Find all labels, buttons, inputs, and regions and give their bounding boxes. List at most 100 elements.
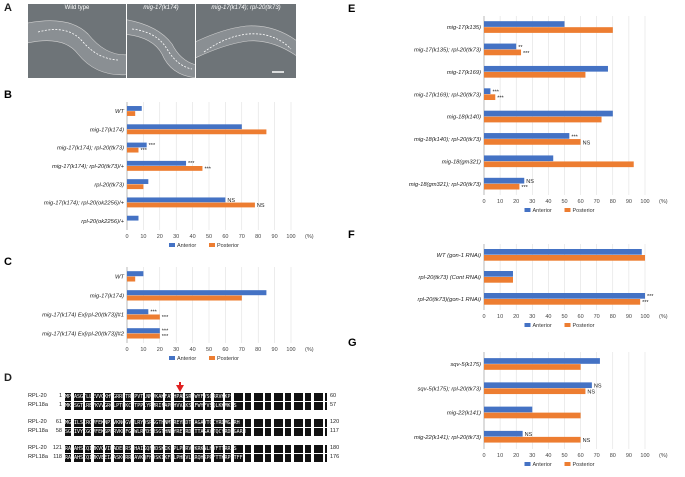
x-unit-label: (%): [659, 199, 668, 205]
legend-swatch: [564, 323, 571, 327]
bar-posterior: [127, 166, 203, 171]
x-unit-label: (%): [659, 314, 668, 320]
bar-posterior: [484, 277, 513, 283]
significance-label: NS: [257, 203, 265, 209]
legend-label: Anterior: [177, 243, 196, 249]
alignment-start: 118: [53, 454, 62, 460]
category-label: mig-18(k140): [447, 115, 481, 121]
significance-label: ***: [162, 315, 169, 321]
bar-anterior: [127, 124, 242, 130]
alignment-name: RPL-20: [28, 393, 47, 399]
alignment-name: RPL18a: [28, 454, 48, 460]
x-tick-label: 50: [206, 347, 212, 353]
alignment-row: RPL18a 1 MKASGTLREYKVVGRCLPTPKCHTPPLYRMRIF…: [28, 402, 348, 411]
significance-label: NS: [525, 432, 533, 438]
alignment-end: 117: [330, 428, 339, 434]
significance-label: ***: [642, 300, 649, 306]
significance-label: ***: [521, 185, 528, 191]
x-tick-label: 100: [640, 199, 649, 205]
bar-anterior: [484, 358, 600, 364]
chart-panel-c: C 0 10 20 30 40 50 60 70 80 90 100 (%) WT mig-17(k174)…: [4, 256, 314, 362]
category-label: WT (gon-1 RNAi): [437, 253, 482, 259]
legend-label: Posterior: [573, 323, 595, 329]
x-tick-label: 90: [272, 347, 278, 353]
sequence-alignment: RPL-20 1 MPKASGTLLEVVGKHVGRRPTRLPVTLNMVKAK…: [28, 393, 348, 473]
bar-anterior: [484, 155, 554, 162]
significance-label: NS: [227, 198, 235, 204]
legend-label: Anterior: [533, 323, 552, 329]
bar-anterior: [484, 249, 642, 255]
significance-label: ***: [523, 51, 530, 57]
alignment-name: RPL-20: [28, 419, 47, 425]
category-label: WT: [115, 275, 124, 281]
bar-anterior: [484, 65, 608, 72]
x-tick-label: 20: [157, 234, 163, 240]
bar-anterior: [127, 142, 147, 148]
alignment-end: 176: [330, 454, 340, 460]
bar-posterior: [484, 364, 581, 370]
bar-posterior: [127, 333, 160, 339]
x-tick-label: 40: [545, 453, 551, 459]
alignment-name: RPL18a: [28, 402, 48, 408]
x-tick-label: 100: [286, 234, 295, 240]
category-label: mig-17(k174); rpl-20(ok2256)/+: [44, 201, 125, 207]
bar-anterior: [127, 106, 142, 111]
bar-posterior: [484, 183, 520, 190]
category-label: mig-17(k174) Ex[rpl-20(tk73)]#2: [42, 332, 125, 338]
x-tick-label: 60: [578, 453, 584, 459]
x-tick-label: 90: [626, 453, 632, 459]
x-tick-label: 100: [640, 453, 649, 459]
x-tick-label: 70: [594, 199, 600, 205]
legend-swatch: [209, 356, 215, 360]
micrograph-caption: Wild type: [64, 5, 90, 11]
x-tick-label: 70: [594, 314, 600, 320]
x-tick-label: 50: [561, 199, 567, 205]
x-tick-label: 90: [626, 199, 632, 205]
alignment-name: RPL-20: [28, 445, 47, 451]
micrograph-mig17: mig-17(k174): [127, 4, 195, 78]
category-label: mig-17(k174) Ex[rpl-20(tk73)]#1: [42, 313, 124, 319]
legend-label: Anterior: [533, 462, 552, 468]
x-tick-label: 30: [529, 199, 535, 205]
x-tick-label: 40: [190, 347, 196, 353]
legend-swatch: [524, 462, 531, 466]
bar-posterior: [127, 147, 139, 153]
chart-panel-b: B 0 10 20 30 40 50 60 70 80 90 100 (%) WT mig-17(k174)…: [4, 89, 314, 249]
x-tick-label: 70: [239, 234, 245, 240]
legend-swatch: [524, 208, 531, 212]
micrograph-caption: mig-17(k174); rpl-20(tk73): [211, 5, 281, 11]
bar-posterior: [484, 161, 634, 168]
worm-gonad-illustration: [127, 19, 195, 78]
category-label: mig-22(k141); rpl-20(tk73): [414, 435, 481, 441]
chart-panel-f: F 0 10 20 30 40 50 60 70 80 90 100 (%) WT (gon-1 RNAi…: [348, 229, 668, 329]
micrograph-caption: mig-17(k174): [143, 5, 179, 11]
x-tick-label: 30: [173, 347, 179, 353]
bar-posterior: [484, 139, 581, 145]
x-unit-label: (%): [305, 234, 314, 240]
alignment-end: 180: [330, 445, 340, 451]
legend-swatch: [524, 323, 531, 327]
x-tick-label: 10: [497, 453, 503, 459]
bar-posterior: [484, 94, 496, 101]
significance-label: ***: [140, 148, 147, 154]
alignment-sequence: MGEILSIRQVFEKNPIVKNQGVWLRYDSRSGTHNMYREYR…: [65, 419, 327, 427]
legend-swatch: [169, 356, 175, 360]
alignment-row: RPL-20 61 MGEILSIRQVFEKNPIVKNQGVWLRYDSRSGT…: [28, 419, 348, 428]
category-label: rpl-20(tk73)(gon-1 RNAi): [418, 297, 482, 303]
category-label: rpl-20(tk73): [94, 182, 124, 188]
significance-label: ***: [188, 161, 195, 167]
category-label: sqv-5(k175): [450, 362, 481, 368]
x-tick-label: 100: [286, 347, 295, 353]
category-label: mig-17(k174); rpl-20(tk73)/+: [52, 164, 125, 170]
bar-posterior: [127, 111, 136, 116]
bar-anterior: [484, 293, 645, 299]
panel-letter: G: [348, 337, 357, 349]
category-label: rpl-20(tk73) (Cont RNAi): [419, 275, 482, 281]
significance-label: ***: [150, 310, 157, 316]
bar-anterior: [127, 309, 149, 315]
bar-anterior: [127, 215, 139, 221]
panel-letter: E: [348, 3, 355, 15]
legend-label: Posterior: [217, 243, 239, 249]
bar-posterior: [484, 116, 602, 123]
